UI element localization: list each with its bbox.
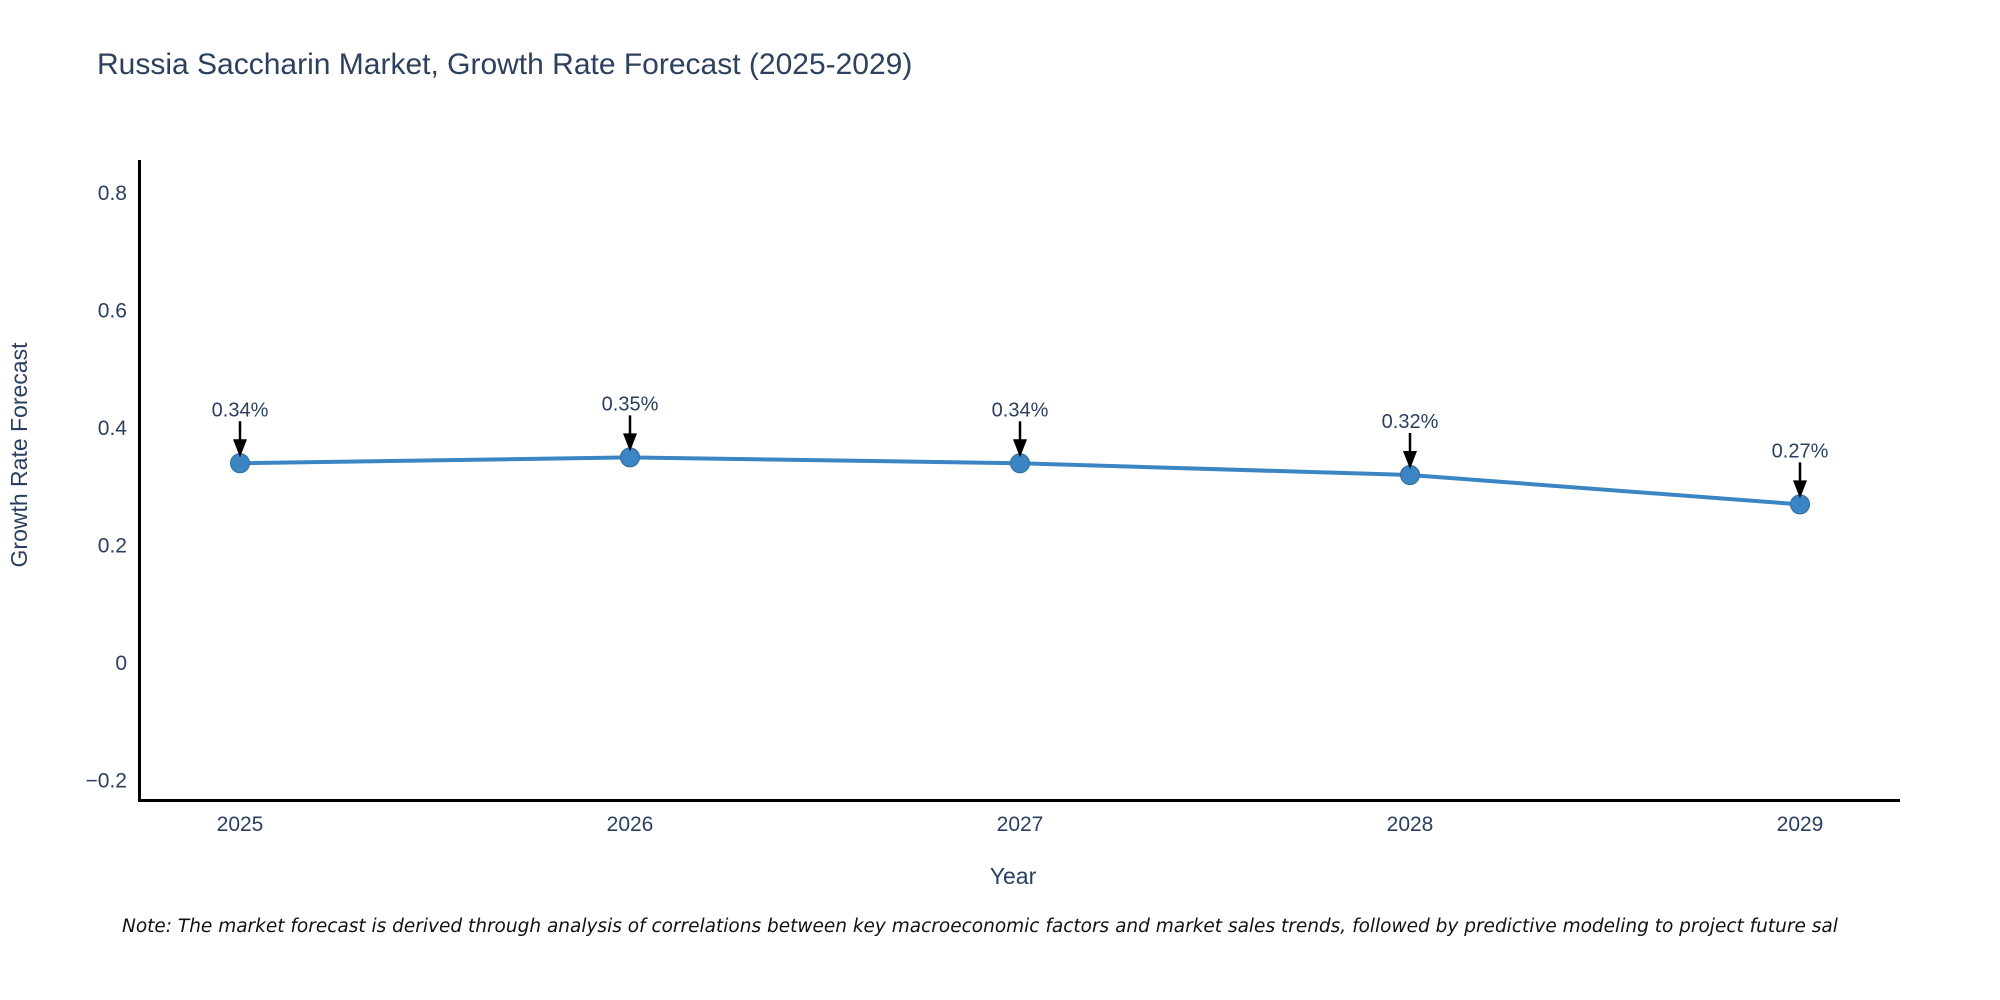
y-tick-label: 0	[115, 652, 127, 675]
x-tick-label: 2028	[1387, 813, 1434, 836]
y-tick-label: 0.8	[98, 182, 127, 205]
point-label: 0.35%	[602, 393, 659, 415]
y-tick-label: 0.6	[98, 300, 127, 323]
chart-title: Russia Saccharin Market, Growth Rate For…	[97, 48, 913, 81]
y-tick-label: 0.2	[98, 535, 127, 558]
annotation-arrowhead-icon	[1013, 439, 1027, 458]
point-label: 0.32%	[1382, 411, 1439, 433]
footnote: Note: The market forecast is derived thr…	[122, 916, 1838, 937]
y-tick-label: 0.4	[98, 417, 128, 440]
point-label: 0.27%	[1772, 440, 1829, 462]
x-tick-label: 2026	[607, 813, 654, 836]
y-tick-label: −0.2	[86, 770, 127, 793]
annotation-arrowhead-icon	[233, 439, 247, 458]
point-label: 0.34%	[992, 399, 1049, 421]
x-axis-title: Year	[990, 863, 1037, 889]
annotation-arrowhead-icon	[1403, 451, 1417, 469]
x-tick-label: 2025	[217, 813, 264, 836]
point-label: 0.34%	[212, 399, 269, 421]
x-tick-label: 2029	[1777, 813, 1824, 836]
annotation-arrowhead-icon	[1793, 480, 1807, 499]
x-tick-label: 2027	[997, 813, 1044, 836]
annotation-arrowhead-icon	[623, 433, 637, 452]
y-axis-title: Growth Rate Forecast	[6, 342, 32, 568]
